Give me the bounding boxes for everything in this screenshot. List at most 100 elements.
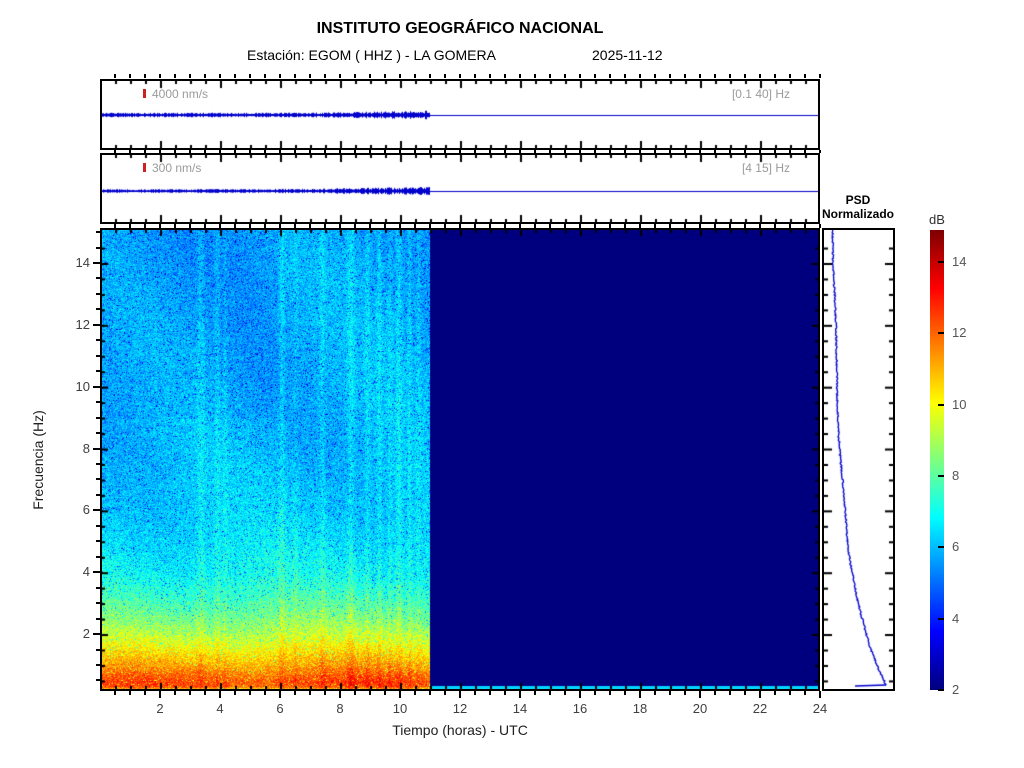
x-axis-tick	[774, 150, 776, 153]
y-axis-tick	[96, 370, 100, 373]
y-axis-tick	[93, 509, 100, 512]
y-axis-tick	[96, 540, 100, 543]
x-axis-tick	[354, 150, 356, 153]
x-axis-tick	[444, 74, 446, 78]
x-axis-tick	[549, 74, 551, 78]
x-axis-tick	[324, 224, 326, 228]
x-axis-tick	[579, 224, 581, 228]
x-axis-tick	[189, 224, 191, 228]
x-axis-tick	[534, 224, 536, 228]
y-axis-tick	[96, 524, 100, 527]
x-axis-tick	[429, 74, 431, 78]
x-axis-tick	[369, 224, 371, 228]
x-axis-tick	[564, 74, 566, 78]
x-axis-tick	[129, 224, 131, 228]
colorbar-tick-label: 8	[952, 468, 960, 484]
x-axis-tick	[789, 691, 791, 695]
x-axis-tick	[234, 691, 236, 695]
x-axis-tick	[564, 691, 566, 695]
x-axis-tick	[129, 74, 131, 78]
x-axis-tick	[159, 691, 161, 698]
x-axis-tick	[279, 691, 281, 698]
x-axis-tick	[729, 74, 731, 78]
colorbar-tick-label: 10	[952, 396, 967, 412]
x-axis-tick	[819, 150, 821, 153]
x-axis-tick	[264, 224, 266, 228]
x-axis-tick	[219, 74, 221, 78]
x-axis-tick	[639, 224, 641, 228]
x-axis-tick	[249, 74, 251, 78]
x-axis-tick	[699, 150, 701, 153]
y-axis-tick	[93, 262, 100, 264]
x-axis-tick	[804, 74, 806, 78]
x-axis-tick	[654, 224, 656, 228]
x-axis-tick	[324, 74, 326, 78]
x-axis-tick	[819, 691, 821, 698]
x-axis-tick	[519, 691, 521, 698]
x-axis-tick	[789, 224, 791, 228]
x-axis-tick	[279, 74, 281, 78]
x-axis-tick	[549, 150, 551, 153]
x-axis-tick	[759, 691, 761, 698]
y-axis-tick	[96, 432, 100, 435]
x-axis-tick	[114, 224, 116, 228]
x-axis-tick	[729, 150, 731, 153]
x-axis-tick	[309, 150, 311, 153]
trace-panel-highpass: 300 nm/s [4 15] Hz	[100, 153, 820, 224]
x-axis-tick	[594, 691, 596, 695]
colorbar-tick	[938, 475, 944, 478]
psd-title-line1: PSD	[845, 193, 871, 207]
x-axis-tick	[384, 74, 386, 78]
amplitude-scale-marker	[143, 89, 146, 98]
x-tick-label: 22	[752, 701, 768, 716]
trace-panel-broadband: 4000 nm/s [0.1 40] Hz	[100, 79, 820, 150]
x-axis-tick	[444, 224, 446, 228]
x-axis-tick	[414, 691, 416, 695]
y-axis-tick	[93, 633, 100, 636]
x-axis-tick	[144, 74, 146, 78]
psd-title-line2: Normalizado	[821, 207, 894, 221]
x-axis-tick	[429, 150, 431, 153]
x-axis-tick	[354, 691, 356, 695]
x-axis-tick	[759, 150, 761, 153]
x-axis-tick	[339, 691, 341, 698]
amplitude-scale-label: 300 nm/s	[152, 161, 202, 175]
x-tick-label: 10	[392, 701, 408, 716]
x-tick-label: 18	[632, 701, 648, 716]
amplitude-scale-marker	[143, 163, 146, 172]
x-axis-tick	[159, 74, 161, 78]
x-axis-tick	[384, 150, 386, 153]
x-axis-tick	[159, 224, 161, 228]
y-axis-tick	[96, 679, 100, 682]
colorbar-tick-label: 4	[952, 610, 960, 626]
y-tick-label: 12	[75, 316, 90, 332]
filter-band-label: [4 15] Hz	[741, 161, 790, 175]
x-axis-tick	[249, 691, 251, 695]
x-axis-tick	[354, 224, 356, 228]
x-axis-tick	[594, 224, 596, 228]
x-axis-tick	[669, 150, 671, 153]
x-axis-tick	[249, 150, 251, 153]
x-axis-tick	[309, 74, 311, 78]
y-axis-tick	[96, 663, 100, 666]
x-axis-tick	[639, 150, 641, 153]
y-axis-tick	[96, 339, 100, 342]
x-axis-tick	[429, 224, 431, 228]
x-axis-tick	[114, 150, 116, 153]
x-axis-tick	[714, 74, 716, 78]
x-axis-tick	[534, 150, 536, 153]
x-axis-tick	[144, 224, 146, 228]
x-axis-tick	[339, 150, 341, 153]
x-tick-label: 8	[336, 701, 344, 716]
x-axis-tick	[294, 74, 296, 78]
x-tick-label: 4	[216, 701, 224, 716]
amplitude-scale-label: 4000 nm/s	[152, 87, 209, 101]
x-axis-tick	[774, 74, 776, 78]
x-axis-tick	[519, 74, 521, 78]
x-axis-tick	[189, 691, 191, 695]
x-axis-tick	[294, 224, 296, 228]
y-axis-tick	[96, 602, 100, 605]
x-axis-tick	[804, 691, 806, 695]
y-tick-label: 14	[75, 255, 90, 270]
